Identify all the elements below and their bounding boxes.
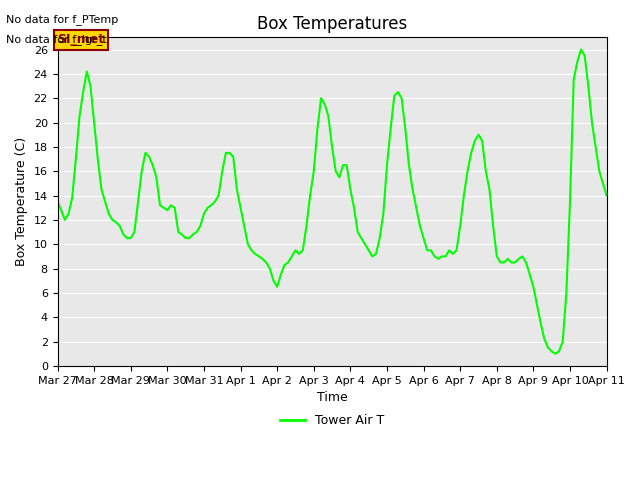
Text: SI_met: SI_met bbox=[58, 34, 105, 47]
X-axis label: Time: Time bbox=[317, 391, 348, 404]
Y-axis label: Box Temperature (C): Box Temperature (C) bbox=[15, 137, 28, 266]
Text: No data for f_PTemp: No data for f_PTemp bbox=[6, 14, 118, 25]
Title: Box Temperatures: Box Temperatures bbox=[257, 15, 407, 33]
Text: No data for f_lgr_t: No data for f_lgr_t bbox=[6, 34, 107, 45]
Legend: Tower Air T: Tower Air T bbox=[275, 409, 389, 432]
